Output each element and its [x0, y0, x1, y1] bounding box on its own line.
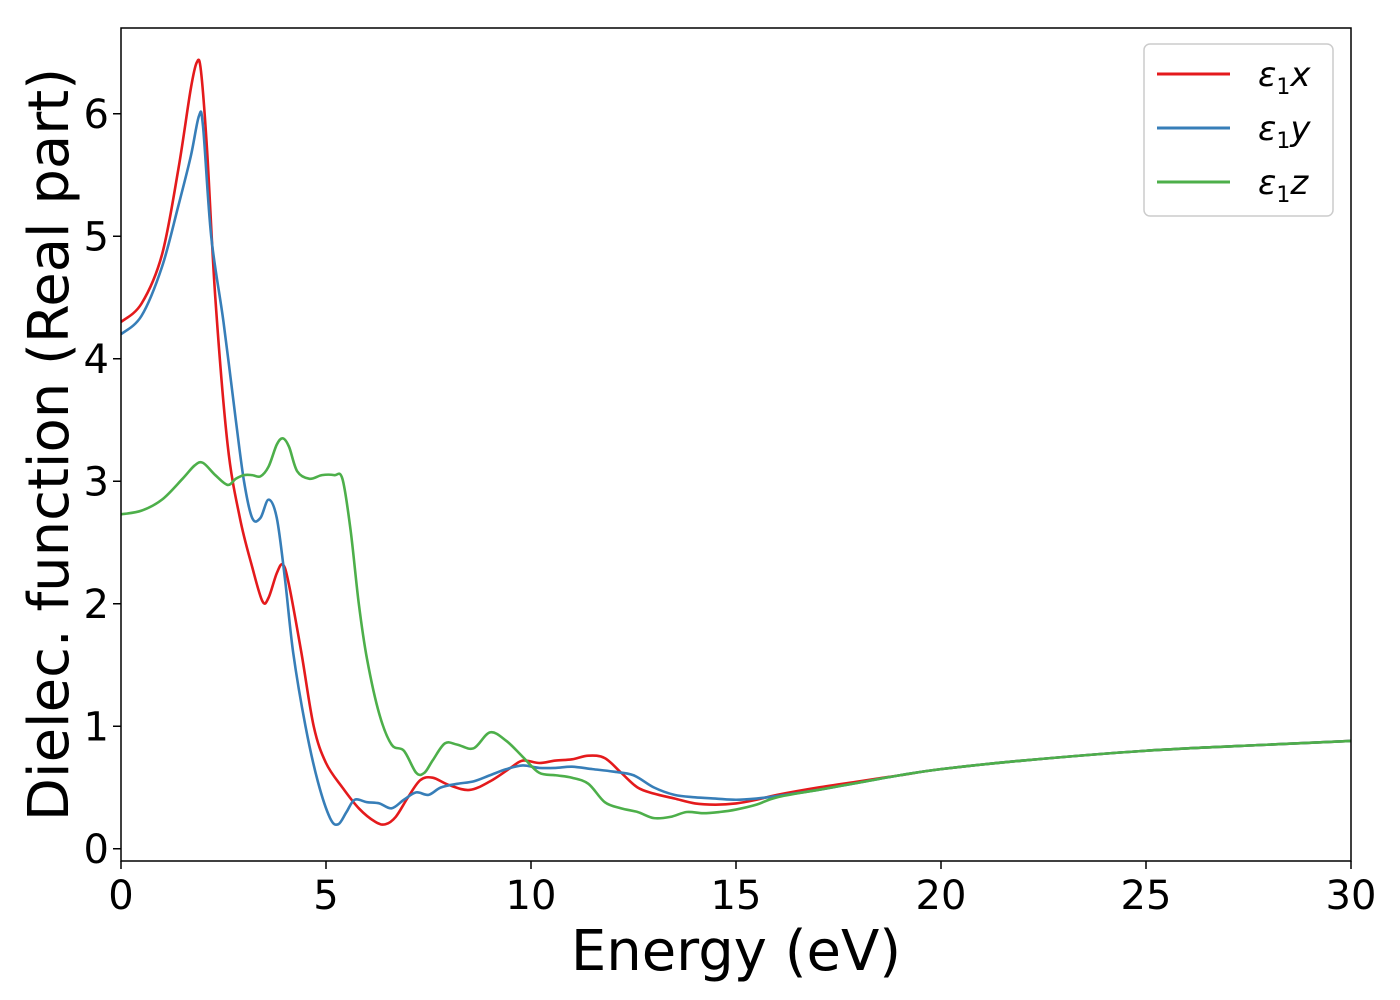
y-tick-label: 0: [84, 827, 109, 873]
x-tick-label: 15: [711, 873, 762, 919]
x-tick-label: 10: [506, 873, 557, 919]
legend-label-y: ε1y: [1258, 109, 1311, 154]
x-axis-label: Energy (eV): [571, 919, 901, 984]
y-tick-label: 2: [84, 582, 109, 628]
y-tick-label: 3: [84, 459, 109, 505]
legend-box: [1143, 43, 1334, 217]
x-tick-label: 30: [1326, 873, 1377, 919]
legend: ε1x ε1y ε1z: [1143, 43, 1334, 217]
x-tick-label: 20: [916, 873, 967, 919]
y-tick-label: 4: [84, 337, 109, 383]
series-line-y: [121, 110, 1351, 827]
x-tick-label: 25: [1121, 873, 1172, 919]
x-axis-ticks: 0 5 10 15 20 25 30: [108, 861, 1376, 919]
x-tick-label: 0: [108, 873, 133, 919]
legend-label-z: ε1z: [1258, 163, 1309, 208]
y-tick-label: 5: [84, 214, 109, 260]
y-tick-label: 1: [84, 704, 109, 750]
y-axis-ticks: 0 1 2 3 4 5 6: [84, 92, 121, 873]
series-lines: [121, 58, 1351, 827]
y-axis-label: Dielec. function (Real part): [17, 68, 82, 821]
series-line-z: [121, 437, 1351, 820]
y-tick-label: 6: [84, 92, 109, 138]
x-tick-label: 5: [313, 873, 338, 919]
legend-label-x: ε1x: [1258, 55, 1311, 100]
